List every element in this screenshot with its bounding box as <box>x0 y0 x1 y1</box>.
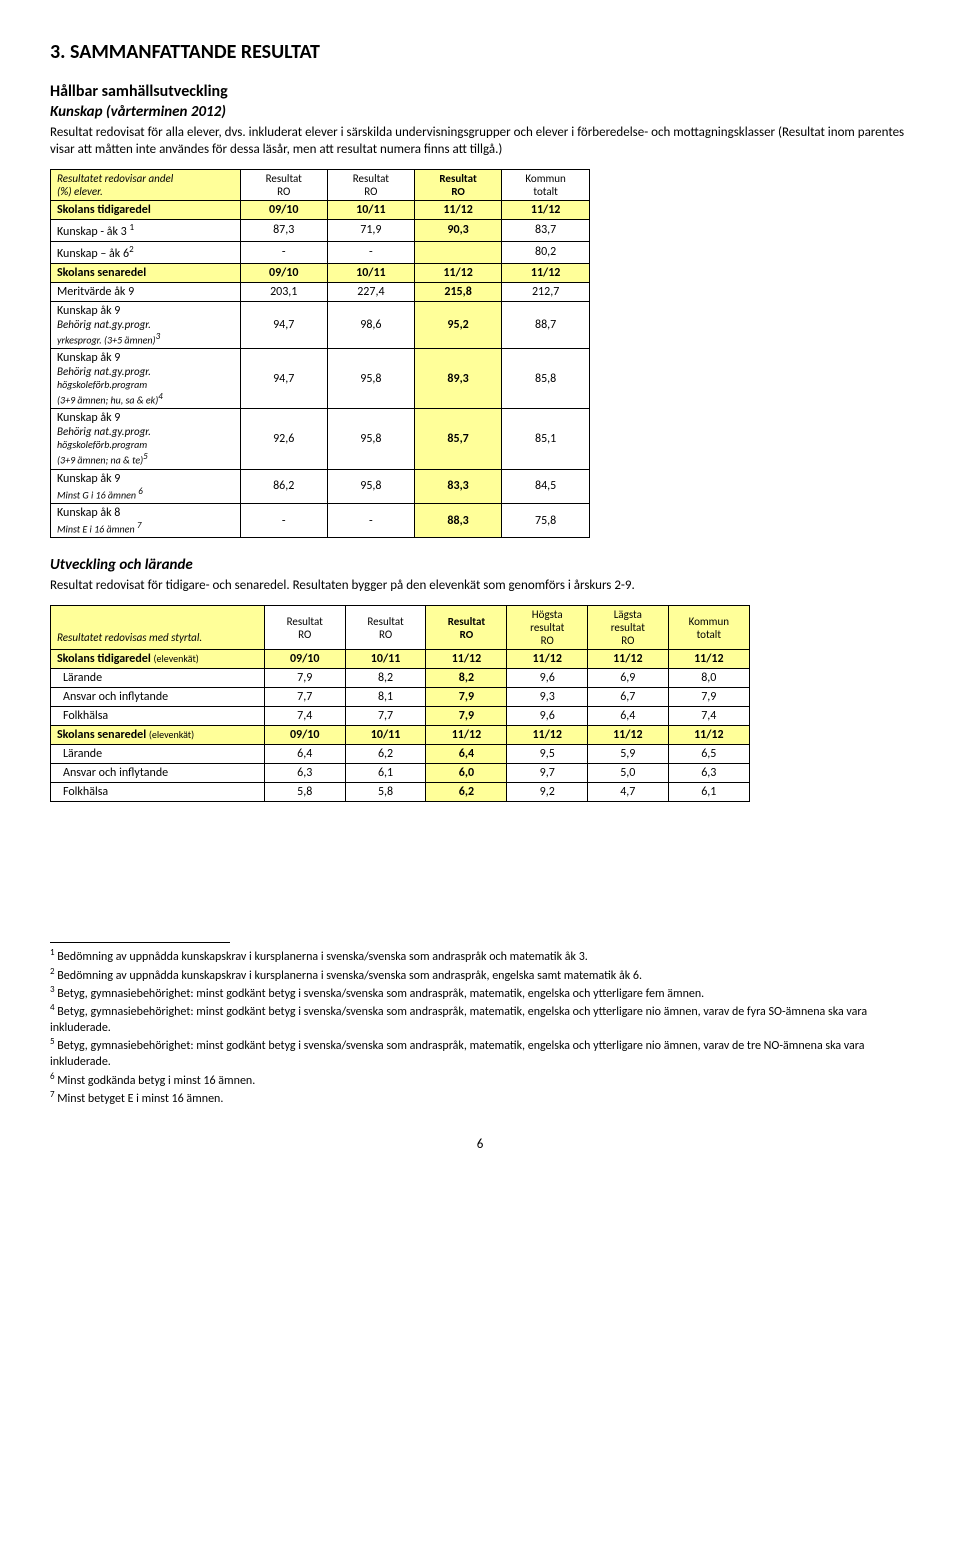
t1-k8-label: Kunskap åk 8 Minst E i 16 ämnen 7 <box>51 504 241 538</box>
t2-lar1: Lärande <box>51 669 265 688</box>
t1-h4: Kommuntotalt <box>502 169 590 200</box>
t2-ans1: Ansvar och inflytande <box>51 688 265 707</box>
t1-h3: ResultatRO <box>414 169 501 200</box>
section2-heading: Utveckling och lärande <box>50 556 910 574</box>
section1-subtitle: Kunskap (vårterminen 2012) <box>50 103 910 121</box>
t1-h0: Resultatet redovisar andel (%) elever. <box>51 169 241 200</box>
section2-para: Resultat redovisat för tidigare- och sen… <box>50 578 910 595</box>
t2-lar2: Lärande <box>51 745 265 764</box>
t1-k9c-label: Kunskap åk 9 Behörig nat.gy.progr. högsk… <box>51 409 241 469</box>
t2-folk1: Folkhälsa <box>51 707 265 726</box>
table-utveckling: Resultatet redovisas med styrtal. Result… <box>50 605 750 802</box>
t2-folk2: Folkhälsa <box>51 783 265 802</box>
section1-heading: Hållbar samhällsutveckling <box>50 82 910 101</box>
t1-h1: ResultatRO <box>240 169 327 200</box>
t1-tidig-label: Skolans tidigaredel <box>51 200 241 219</box>
t1-k9a-label: Kunskap åk 9 Behörig nat.gy.progr. yrkes… <box>51 301 241 348</box>
table-kunskap: Resultatet redovisar andel (%) elever. R… <box>50 169 590 539</box>
t2-ans2: Ansvar och inflytande <box>51 764 265 783</box>
section1-para: Resultat redovisat för alla elever, dvs.… <box>50 125 910 159</box>
t1-sen-label: Skolans senaredel <box>51 263 241 282</box>
page-title: 3. SAMMANFATTANDE RESULTAT <box>50 40 910 64</box>
t1-ak6-label: Kunskap – åk 62 <box>51 241 241 263</box>
t1-k9d-label: Kunskap åk 9 Minst G i 16 ämnen 6 <box>51 469 241 503</box>
t2-sen-label: Skolans senaredel (elevenkät) <box>51 726 265 745</box>
footnotes: 1 Bedömning av uppnådda kunskapskrav i k… <box>50 947 910 1107</box>
t1-ak3-label: Kunskap - åk 3 1 <box>51 219 241 241</box>
t1-merit-label: Meritvärde åk 9 <box>51 282 241 301</box>
t1-h2: ResultatRO <box>327 169 414 200</box>
page-number: 6 <box>50 1137 910 1152</box>
t2-h0: Resultatet redovisas med styrtal. <box>51 606 265 650</box>
t2-tidig-label: Skolans tidigaredel (elevenkät) <box>51 650 265 669</box>
t1-k9b-label: Kunskap åk 9 Behörig nat.gy.progr. högsk… <box>51 349 241 409</box>
footnote-separator <box>50 942 230 943</box>
